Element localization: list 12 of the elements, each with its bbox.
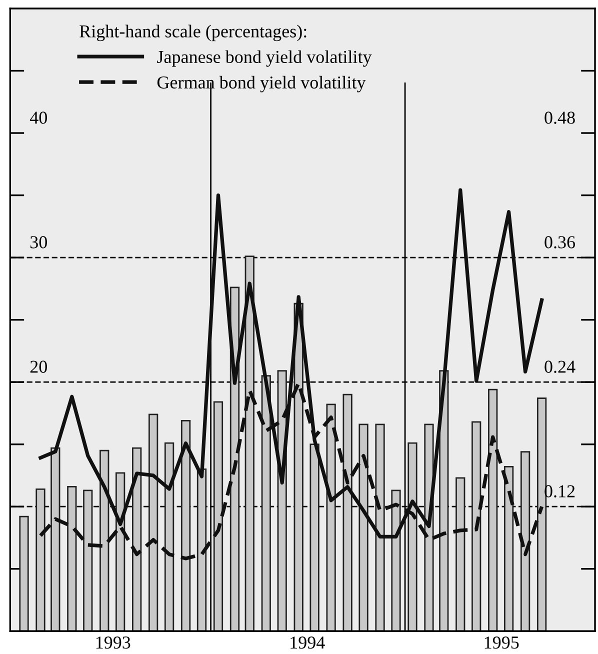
legend-title: Right-hand scale (percentages): [80, 24, 306, 42]
y-tick-label: 30 [30, 236, 47, 248]
y-tick-label: 20 [30, 360, 47, 373]
legend-label: German bond yield volatility [157, 76, 366, 92]
x-tick-label: 1994 [290, 636, 325, 649]
x-tick-label: 1995 [484, 636, 519, 649]
y2-tick-label: 0.36 [544, 236, 576, 248]
y-tick-label: 40 [30, 112, 47, 124]
y2-tick-label: 0.24 [544, 360, 576, 373]
x-tick-label: 1993 [96, 636, 130, 649]
y2-tick-label: 0.48 [544, 112, 575, 124]
legend-label: Japanese bond yield volatility [157, 50, 372, 67]
